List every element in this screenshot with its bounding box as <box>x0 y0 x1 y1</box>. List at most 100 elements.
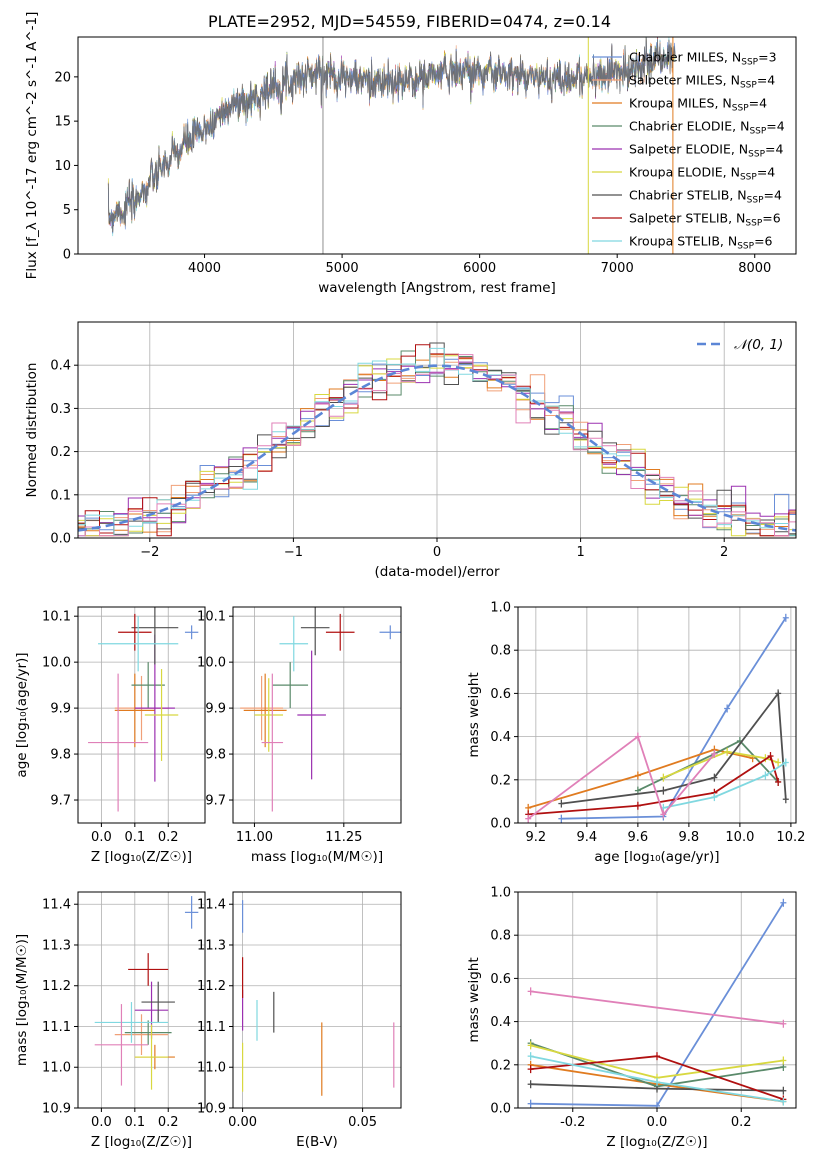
x-tick-label: 9.2 <box>526 830 547 845</box>
y-tick-label: 11.0 <box>42 1061 71 1076</box>
plot-area <box>240 607 401 812</box>
y-tick-label: 9.7 <box>205 794 226 809</box>
legend-label: Kroupa STELIB, NSSP=6 <box>629 234 773 252</box>
panel-1: −2 −1 0 1 2 0.0 0.1 0.2 0.3 0.4 (data-model)/error… <box>24 321 797 580</box>
x-tick-label: 4000 <box>188 261 221 276</box>
y-tick-label: 9.7 <box>50 794 71 809</box>
error-bar-point <box>94 1004 149 1086</box>
y-tick-label: 10.9 <box>42 1102 71 1117</box>
y-tick-label: 0.6 <box>490 687 511 702</box>
x-tick-label: 9.8 <box>679 830 700 845</box>
y-tick-label: 10.1 <box>42 610 71 625</box>
error-bar-point <box>261 673 284 812</box>
legend-label: Kroupa ELODIE, NSSP=4 <box>629 165 775 183</box>
figure-title: PLATE=2952, MJD=54559, FIBERID=0474, z=0… <box>207 12 612 31</box>
error-bar-point <box>131 607 179 665</box>
legend-label: Salpeter STELIB, NSSP=6 <box>629 211 781 229</box>
error-bar-point <box>184 625 199 640</box>
error-bar-point <box>300 607 330 656</box>
y-tick-label: 11.4 <box>42 898 71 913</box>
y-tick-label: 0.3 <box>50 402 71 417</box>
y-tick-label: 9.9 <box>50 702 71 717</box>
y-tick-label: 0.6 <box>490 972 511 987</box>
x-tick-label: 0.2 <box>731 1115 752 1130</box>
axes-frame <box>77 891 206 1109</box>
histogram-step <box>78 342 796 535</box>
y-tick-label: 11.0 <box>197 1061 226 1076</box>
x-tick-label: 9.4 <box>577 830 598 845</box>
x-axis-label: Z [log₁₀(Z/Z☉)] <box>606 1134 707 1150</box>
y-tick-label: 5 <box>63 203 71 218</box>
x-tick-label: 11.00 <box>236 830 273 845</box>
x-tick-label: 10.0 <box>725 830 754 845</box>
histogram-step <box>78 358 796 537</box>
x-axis-label: Z [log₁₀(Z/Z☉)] <box>91 1134 192 1150</box>
y-tick-label: 0.2 <box>490 773 511 788</box>
y-tick-label: 0.2 <box>490 1058 511 1073</box>
y-tick-label: 0.0 <box>490 817 511 832</box>
axes-frame <box>232 891 402 1109</box>
y-axis-label: Normed distribution <box>24 363 40 498</box>
y-axis-label: mass weight <box>466 957 482 1042</box>
y-tick-label: 0.4 <box>50 359 71 374</box>
legend-label: 𝒩(0, 1) <box>734 337 783 353</box>
x-tick-label: 2 <box>720 545 728 560</box>
plot-area <box>242 900 395 1096</box>
axes-frame <box>232 606 402 824</box>
x-tick-label: 9.6 <box>628 830 649 845</box>
x-tick-label: 5000 <box>326 261 359 276</box>
y-tick-label: 10 <box>54 159 71 174</box>
error-bar-point <box>279 616 309 672</box>
plot-area <box>78 342 796 537</box>
x-tick-label: 1 <box>576 545 584 560</box>
y-tick-label: 11.3 <box>197 938 226 953</box>
y-tick-label: 0.4 <box>490 730 511 745</box>
y-tick-label: 11.1 <box>42 1020 71 1035</box>
x-tick-label: 0.0 <box>91 1115 112 1130</box>
plot-area <box>527 898 787 1108</box>
error-bar-point <box>88 673 149 812</box>
error-bar-point <box>94 1002 169 1043</box>
y-tick-label: 9.9 <box>205 702 226 717</box>
y-tick-label: 0.8 <box>490 644 511 659</box>
error-bar-point <box>144 669 179 761</box>
x-axis-label: mass [log₁₀(M/M☉)] <box>251 849 383 865</box>
legend-label: Chabrier MILES, NSSP=3 <box>629 50 777 68</box>
y-tick-label: 11.1 <box>197 1020 226 1035</box>
x-tick-label: 6000 <box>463 261 496 276</box>
plot-area <box>94 896 199 1090</box>
y-tick-label: 0.1 <box>50 488 71 503</box>
x-tick-label: 0.0 <box>91 830 112 845</box>
series-line <box>527 748 753 809</box>
y-tick-label: 0 <box>63 248 71 263</box>
series-line <box>561 690 787 805</box>
error-bar-point <box>134 1024 169 1090</box>
error-bar-point <box>243 673 287 748</box>
error-bar-point <box>240 675 284 741</box>
y-tick-label: 15 <box>54 115 71 130</box>
y-tick-label: 11.2 <box>197 979 226 994</box>
x-axis-label: wavelength [Angstrom, rest frame] <box>318 280 556 296</box>
axes-frame <box>77 36 797 255</box>
x-tick-label: 8000 <box>738 261 771 276</box>
x-axis-label: E(B-V) <box>296 1134 338 1150</box>
error-bar-point <box>124 1020 172 1045</box>
error-bar-point <box>379 625 401 640</box>
y-tick-label: 11.4 <box>197 898 226 913</box>
y-tick-label: 1.0 <box>490 601 511 616</box>
spectrum-line <box>107 38 676 233</box>
x-tick-label: 0.1 <box>124 1115 145 1130</box>
y-axis-label: age [log₁₀(age/yr)] <box>14 652 30 777</box>
x-tick-label: 0.00 <box>228 1115 257 1130</box>
histogram-step <box>78 354 796 537</box>
legend-label: Chabrier ELODIE, NSSP=4 <box>629 119 785 137</box>
panel-5: 0.0 0.1 0.2 10.9 11.0 11.1 11.2 11.3 11.4 Z [log₁… <box>14 891 206 1150</box>
y-tick-label: 0.0 <box>490 1102 511 1117</box>
x-tick-label: 0.05 <box>348 1115 377 1130</box>
error-bar-point <box>118 613 152 651</box>
error-bar-point <box>114 1014 169 1056</box>
error-bar-point <box>131 662 165 709</box>
y-tick-label: 11.2 <box>42 979 71 994</box>
histogram-step <box>78 354 796 537</box>
x-tick-label: -0.2 <box>560 1115 585 1130</box>
